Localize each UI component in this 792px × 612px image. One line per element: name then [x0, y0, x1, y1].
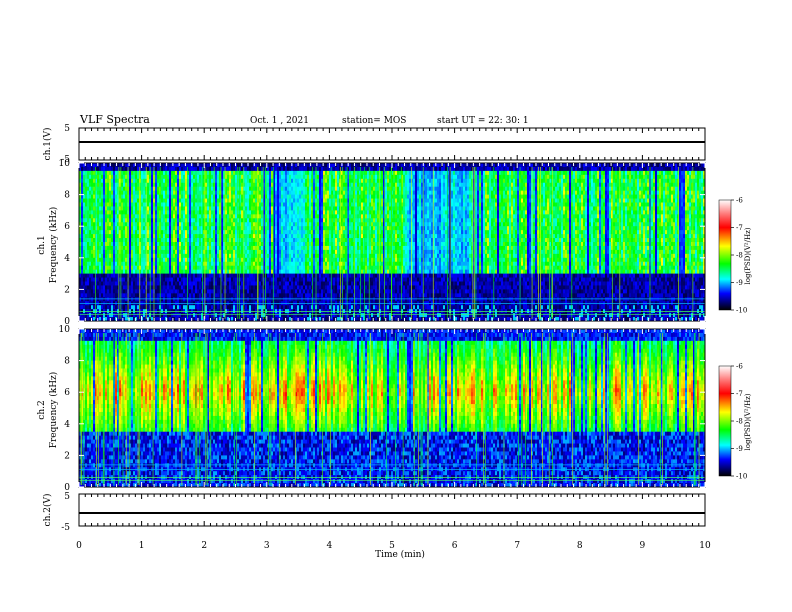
ylabel-spec2-freq: Frequency (kHz) [48, 372, 59, 449]
waveform-frame-ch2 [78, 493, 706, 527]
colorbar-tick-label: -6 [736, 363, 743, 371]
spectrogram-panel-ch1: 0 2 4 6 8 10 ch.1 Frequency (kHz) [37, 159, 706, 327]
y-tick-label: 4 [64, 420, 70, 430]
station-label: station= MOS [342, 116, 406, 126]
y-tick-label: 8 [64, 191, 70, 201]
waveform-panel-ch2: 5 -5 ch.2(V) [42, 492, 706, 533]
spectrogram-ch1 [79, 163, 706, 322]
colorbar-ch2-ticks: -6 -7 -8 -9 -10 [731, 363, 747, 481]
ylabel-wave2: ch.2(V) [42, 494, 53, 527]
colorbar-tick-label: -10 [736, 307, 747, 315]
y-tick-label: 2 [64, 451, 70, 461]
x-tick-label: 9 [640, 541, 646, 551]
colorbar-ch1-ticks: -6 -7 -8 -9 -10 [731, 197, 747, 315]
x-tick-label: 0 [76, 541, 82, 551]
date-label: Oct. 1 , 2021 [250, 116, 309, 126]
colorbar-ch1-bar [718, 199, 732, 311]
ytick-wave2-bottom: -5 [61, 523, 70, 533]
colorbar-tick-label: -8 [736, 418, 743, 426]
colorbar-tick-label: -8 [736, 252, 743, 260]
spectrogram-ch2 [79, 329, 706, 488]
ylabel-wave1: ch.1(V) [42, 128, 53, 161]
waveform-frame-ch1 [78, 127, 706, 161]
x-tick-label: 7 [514, 541, 520, 551]
y-tick-label: 0 [64, 483, 70, 493]
x-tick-label: 6 [452, 541, 458, 551]
x-tick-label: 1 [139, 541, 145, 551]
colorbar-tick-label: -9 [736, 279, 743, 287]
y-tick-label: 4 [64, 254, 70, 264]
x-tick-label: 5 [389, 541, 395, 551]
y-tick-label: 2 [64, 285, 70, 295]
colorbar-ch1-label: log(PSD)(V²/Hz) [744, 227, 752, 284]
ylabel-spec2-ch: ch.2 [37, 400, 47, 419]
colorbar-tick-label: -10 [736, 473, 747, 481]
ytick-wave2-top: 5 [64, 492, 70, 502]
ylabel-spec1-freq: Frequency (kHz) [48, 207, 59, 284]
x-tick-label: 2 [201, 541, 207, 551]
x-tick-label: 3 [264, 541, 270, 551]
colorbar-tick-label: -9 [736, 445, 743, 453]
colorbar-ch2-bar [718, 365, 732, 477]
colorbar-tick-label: -7 [736, 224, 743, 232]
x-tick-label: 10 [699, 541, 711, 551]
spectrogram-ch1-yticks: 0 2 4 6 8 10 [59, 159, 705, 327]
y-tick-label: 6 [64, 222, 70, 232]
x-tick-label: 8 [577, 541, 583, 551]
y-tick-label: 6 [64, 388, 70, 398]
colorbar-tick-label: -7 [736, 390, 743, 398]
colorbar-ch2-label: log(PSD)(V²/Hz) [744, 393, 752, 450]
y-tick-label: 10 [59, 325, 71, 335]
x-tick-label: 4 [327, 541, 333, 551]
y-tick-label: 0 [64, 317, 70, 327]
start-time-label: start UT = 22: 30: 1 [437, 116, 529, 126]
figure-title: VLF Spectra [79, 113, 150, 126]
ytick-wave1-bottom: -5 [61, 155, 70, 165]
x-ticks [78, 128, 706, 526]
y-tick-label: 8 [64, 357, 70, 367]
waveform-panel-ch1: 5 -5 ch.1(V) [42, 124, 706, 165]
spectrogram-panel-ch2: 0 2 4 6 8 10 ch.2 Frequency (kHz) [37, 325, 706, 493]
y-tick-label: 10 [59, 159, 71, 169]
x-tick-labels: 0 1 2 3 4 5 6 7 8 9 10 [76, 541, 711, 551]
x-axis-label: Time (min) [375, 549, 425, 560]
colorbar-ch1: -6 -7 -8 -9 -10 log(PSD)(V²/Hz) [718, 197, 752, 315]
spectrogram-ch2-yticks: 0 2 4 6 8 10 [59, 325, 705, 493]
colorbar-tick-label: -6 [736, 197, 743, 205]
ylabel-spec1-ch: ch.1 [37, 235, 47, 254]
colorbar-ch2: -6 -7 -8 -9 -10 log(PSD)(V²/Hz) [718, 363, 752, 481]
ytick-wave1-top: 5 [64, 124, 70, 134]
